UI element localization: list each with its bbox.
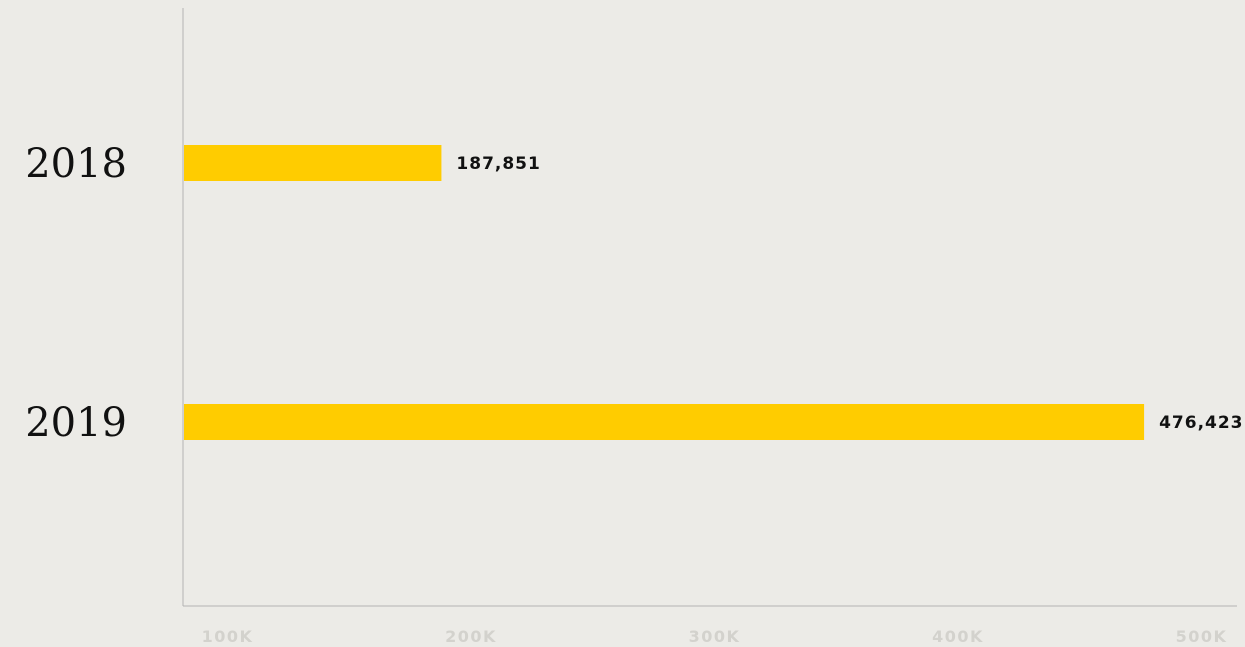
x-ticks-group: 100K 200K 300K 400K 500K (202, 627, 1228, 646)
x-tick-label: 200K (445, 627, 497, 646)
bar-2018 (184, 145, 442, 181)
x-tick-label: 500K (1176, 627, 1228, 646)
value-label-2018: 187,851 (456, 154, 540, 174)
x-tick-label: 100K (202, 627, 254, 646)
bar-2019 (184, 404, 1145, 440)
bars-group: 2018 187,851 2019 476,423 (25, 141, 1243, 446)
value-label-2019: 476,423 (1159, 413, 1243, 433)
category-label-2019: 2019 (25, 400, 127, 446)
x-tick-label: 400K (932, 627, 984, 646)
x-tick-label: 300K (689, 627, 741, 646)
category-label-2018: 2018 (25, 141, 127, 187)
